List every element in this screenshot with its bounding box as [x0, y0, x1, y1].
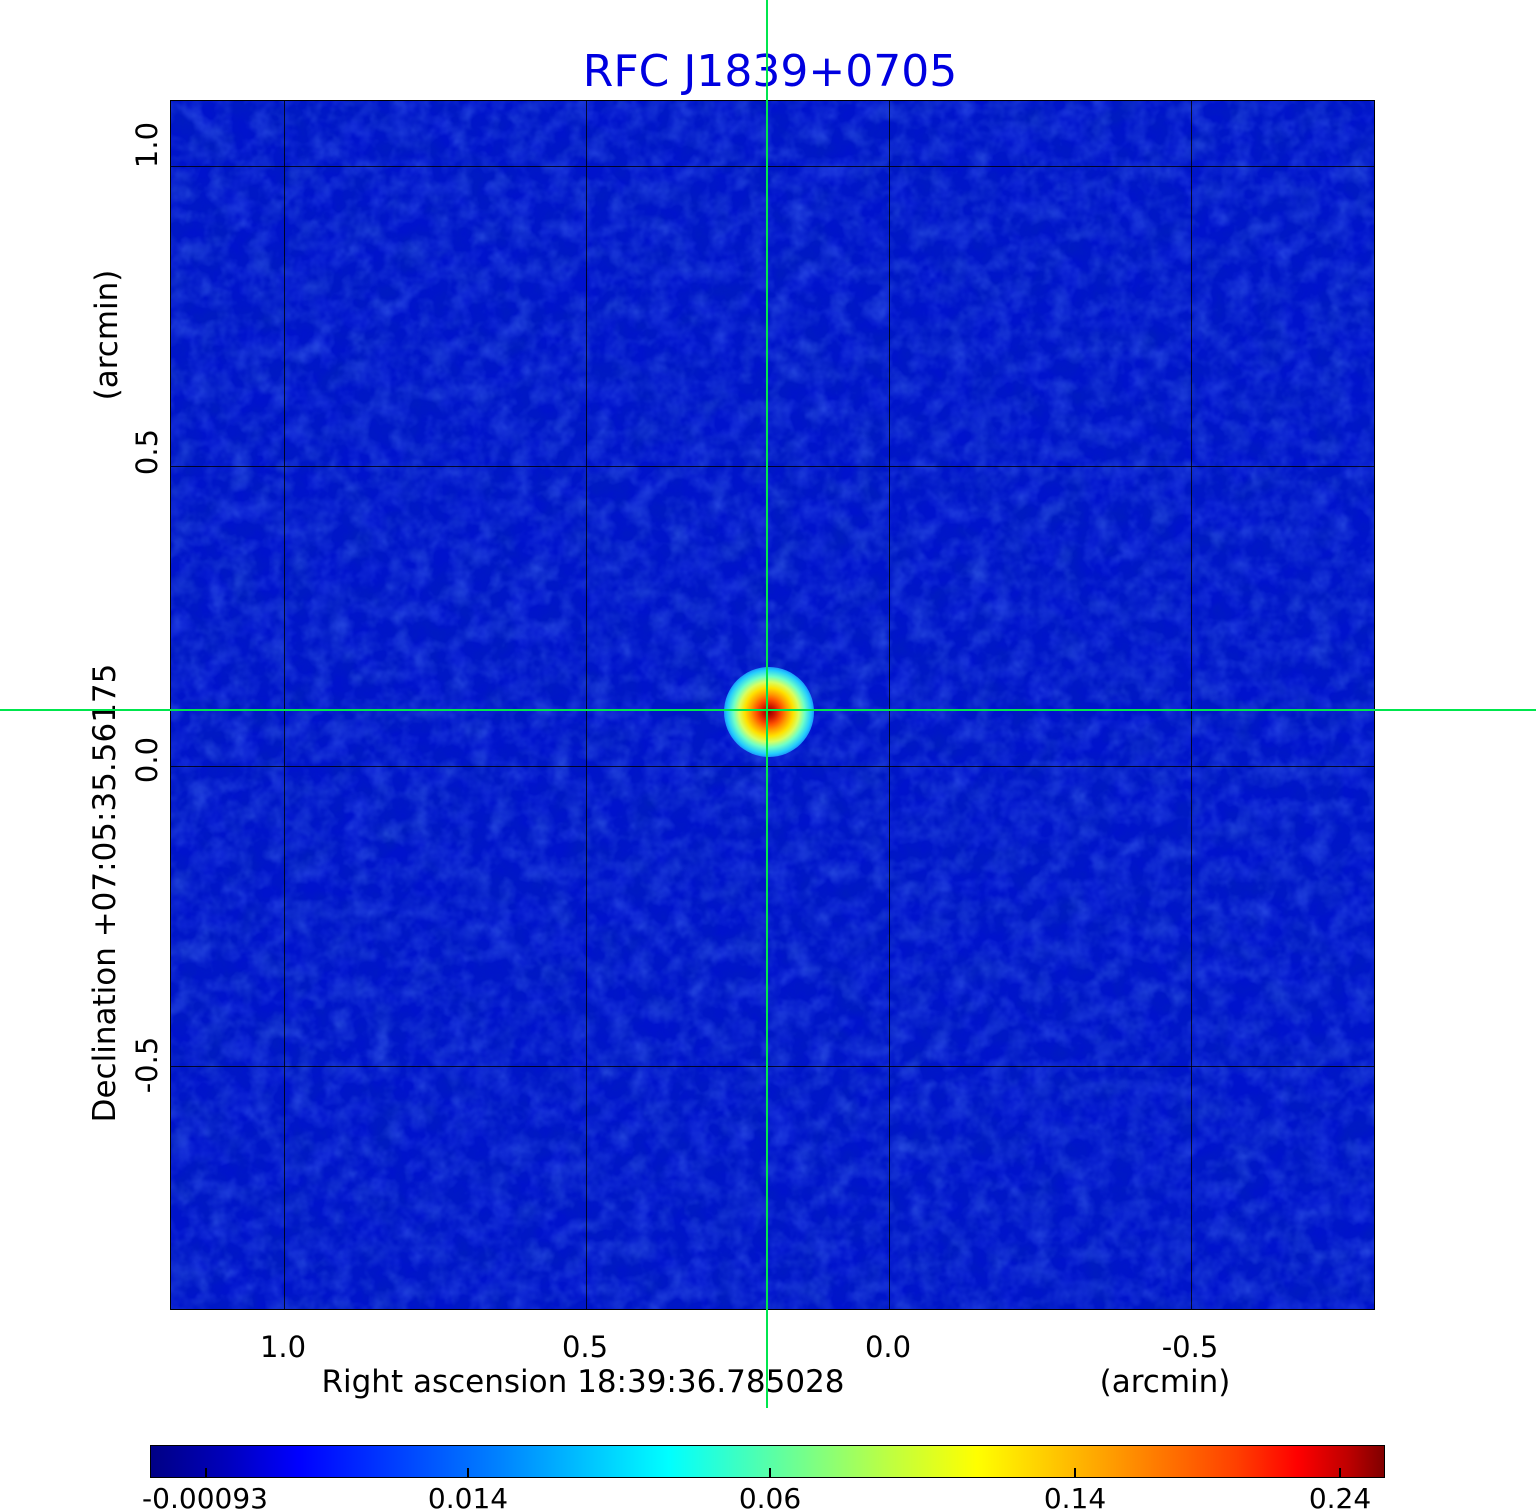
- image-plot: [170, 100, 1375, 1310]
- colorbar-label-4: 0.14: [1043, 1482, 1107, 1511]
- y-tick-label-4: -0.5: [130, 1036, 164, 1094]
- colorbar-label-2: 0.014: [427, 1482, 509, 1511]
- y-axis-unit-label: (arcmin): [89, 269, 125, 401]
- colorbar-tick-2: [466, 1468, 469, 1477]
- grid-line-vertical-3: [889, 101, 890, 1309]
- grid-line-vertical-1: [284, 101, 285, 1309]
- x-axis-label: Right ascension 18:39:36.785028: [321, 1364, 845, 1400]
- grid-line-horizontal-4: [171, 1066, 1374, 1067]
- colorbar: [150, 1445, 1385, 1478]
- radio-source-blob: [724, 667, 814, 757]
- colorbar-tick-4: [1073, 1468, 1076, 1477]
- chart-title: RFC J1839+0705: [582, 46, 958, 97]
- colorbar-label-1: -0.00093: [142, 1482, 268, 1511]
- y-axis-label: Declination +07:05:35.56175: [87, 663, 123, 1123]
- y-tick-label-1: 1.0: [130, 121, 164, 169]
- colorbar-label-5: 0.24: [1308, 1482, 1372, 1511]
- grid-line-horizontal-1: [171, 166, 1374, 167]
- x-tick-label-2: 0.5: [561, 1330, 609, 1364]
- x-tick-label-1: 1.0: [259, 1330, 307, 1364]
- crosshair-vertical: [766, 0, 768, 1408]
- x-axis-unit-label: (arcmin): [1099, 1364, 1231, 1400]
- crosshair-horizontal: [0, 709, 1536, 711]
- grid-line-vertical-2: [586, 101, 587, 1309]
- y-tick-label-3: 0.0: [130, 736, 164, 784]
- grid-line-vertical-4: [1191, 101, 1192, 1309]
- grid-line-horizontal-3: [171, 766, 1374, 767]
- x-tick-label-4: -0.5: [1161, 1330, 1219, 1364]
- colorbar-tick-3: [768, 1468, 771, 1477]
- colorbar-label-3: 0.06: [738, 1482, 802, 1511]
- x-tick-label-3: 0.0: [864, 1330, 912, 1364]
- grid-line-horizontal-2: [171, 466, 1374, 467]
- y-tick-label-2: 0.5: [130, 428, 164, 476]
- colorbar-tick-1: [204, 1468, 207, 1477]
- colorbar-tick-5: [1338, 1468, 1341, 1477]
